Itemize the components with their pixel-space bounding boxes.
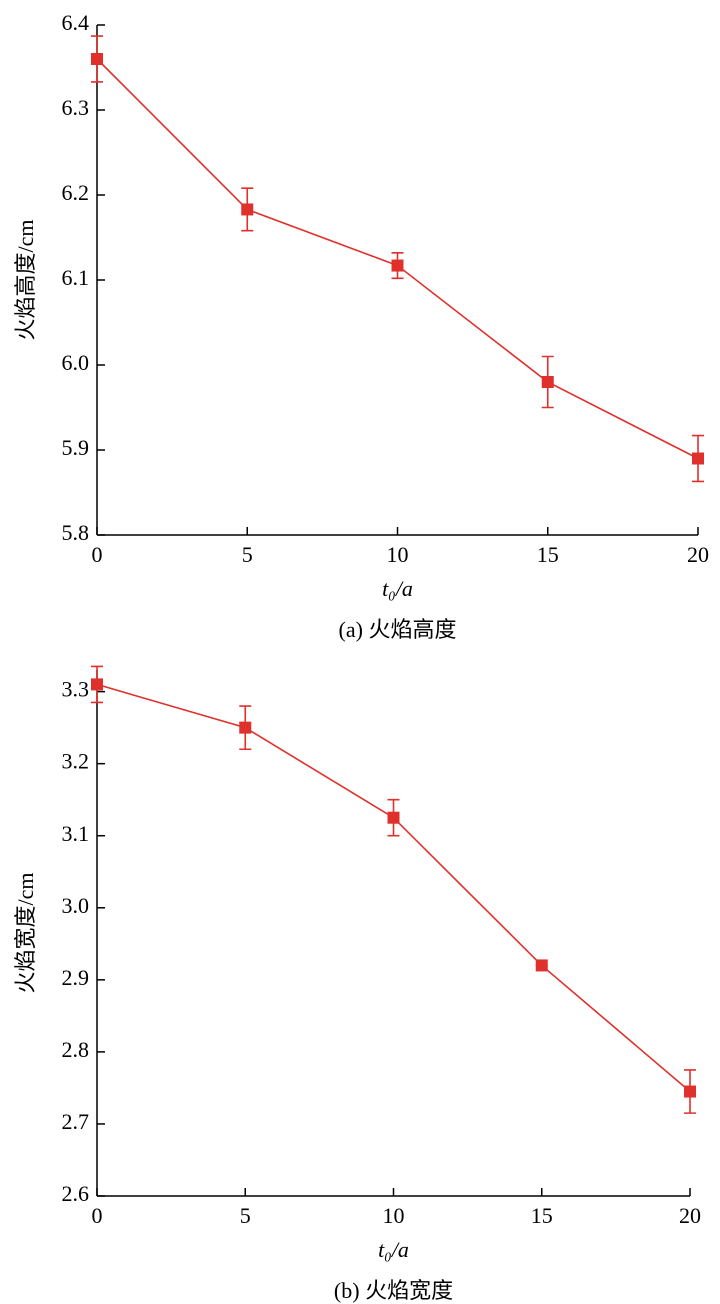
caption: (b) 火焰宽度 [334, 1278, 453, 1303]
x-tick-label: 20 [687, 542, 709, 567]
x-tick-label: 5 [242, 542, 253, 567]
y-tick-label: 6.2 [62, 180, 90, 205]
y-tick-label: 2.8 [62, 1037, 90, 1062]
y-tick-label: 3.1 [62, 821, 90, 846]
data-point [391, 259, 404, 272]
y-tick-label: 2.7 [62, 1109, 90, 1134]
y-tick-label: 5.8 [62, 520, 90, 545]
y-tick-label: 6.4 [62, 10, 90, 35]
y-tick-label: 3.3 [62, 677, 90, 702]
y-tick-label: 6.0 [62, 350, 90, 375]
y-tick-label: 3.2 [62, 749, 90, 774]
x-tick-label: 10 [383, 1203, 405, 1228]
caption: (a) 火焰高度 [339, 617, 457, 642]
y-tick-label: 5.9 [62, 435, 90, 460]
x-axis-label: t₀/a [378, 1237, 409, 1262]
data-point [239, 721, 252, 734]
data-line [96, 683, 691, 1093]
data-point [692, 452, 704, 465]
x-axis-label: t₀/a [382, 576, 413, 601]
y-tick-label: 2.9 [62, 965, 90, 990]
data-point [91, 53, 103, 65]
data-point [684, 1085, 696, 1098]
y-tick-label: 6.1 [62, 265, 90, 290]
x-tick-label: 0 [92, 542, 103, 567]
data-point [91, 678, 103, 691]
data-point [535, 959, 548, 972]
y-axis-label: 火焰高度/cm [13, 220, 38, 341]
y-tick-label: 2.6 [62, 1181, 90, 1206]
data-point [241, 203, 254, 216]
y-tick-label: 3.0 [62, 893, 90, 918]
x-tick-label: 15 [537, 542, 559, 567]
data-point [541, 376, 554, 388]
x-tick-label: 5 [240, 1203, 251, 1228]
x-tick-label: 20 [679, 1203, 701, 1228]
data-point [387, 811, 400, 824]
x-tick-label: 15 [531, 1203, 553, 1228]
x-tick-label: 10 [387, 542, 409, 567]
y-tick-label: 6.3 [62, 95, 90, 120]
y-axis-label: 火焰宽度/cm [13, 873, 38, 994]
x-tick-label: 0 [92, 1203, 103, 1228]
